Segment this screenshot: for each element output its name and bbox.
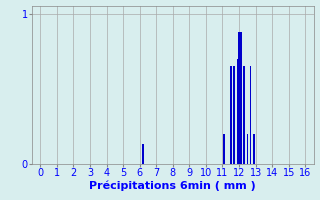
Bar xyxy=(253,134,255,164)
Bar xyxy=(142,144,144,164)
Bar xyxy=(230,66,232,164)
Bar xyxy=(240,32,242,164)
X-axis label: Précipitations 6min ( mm ): Précipitations 6min ( mm ) xyxy=(89,181,256,191)
Bar xyxy=(236,59,238,164)
Bar xyxy=(250,66,252,164)
Bar xyxy=(233,66,235,164)
Bar xyxy=(246,134,248,164)
Bar xyxy=(243,66,245,164)
Bar xyxy=(238,32,240,164)
Bar xyxy=(223,134,225,164)
